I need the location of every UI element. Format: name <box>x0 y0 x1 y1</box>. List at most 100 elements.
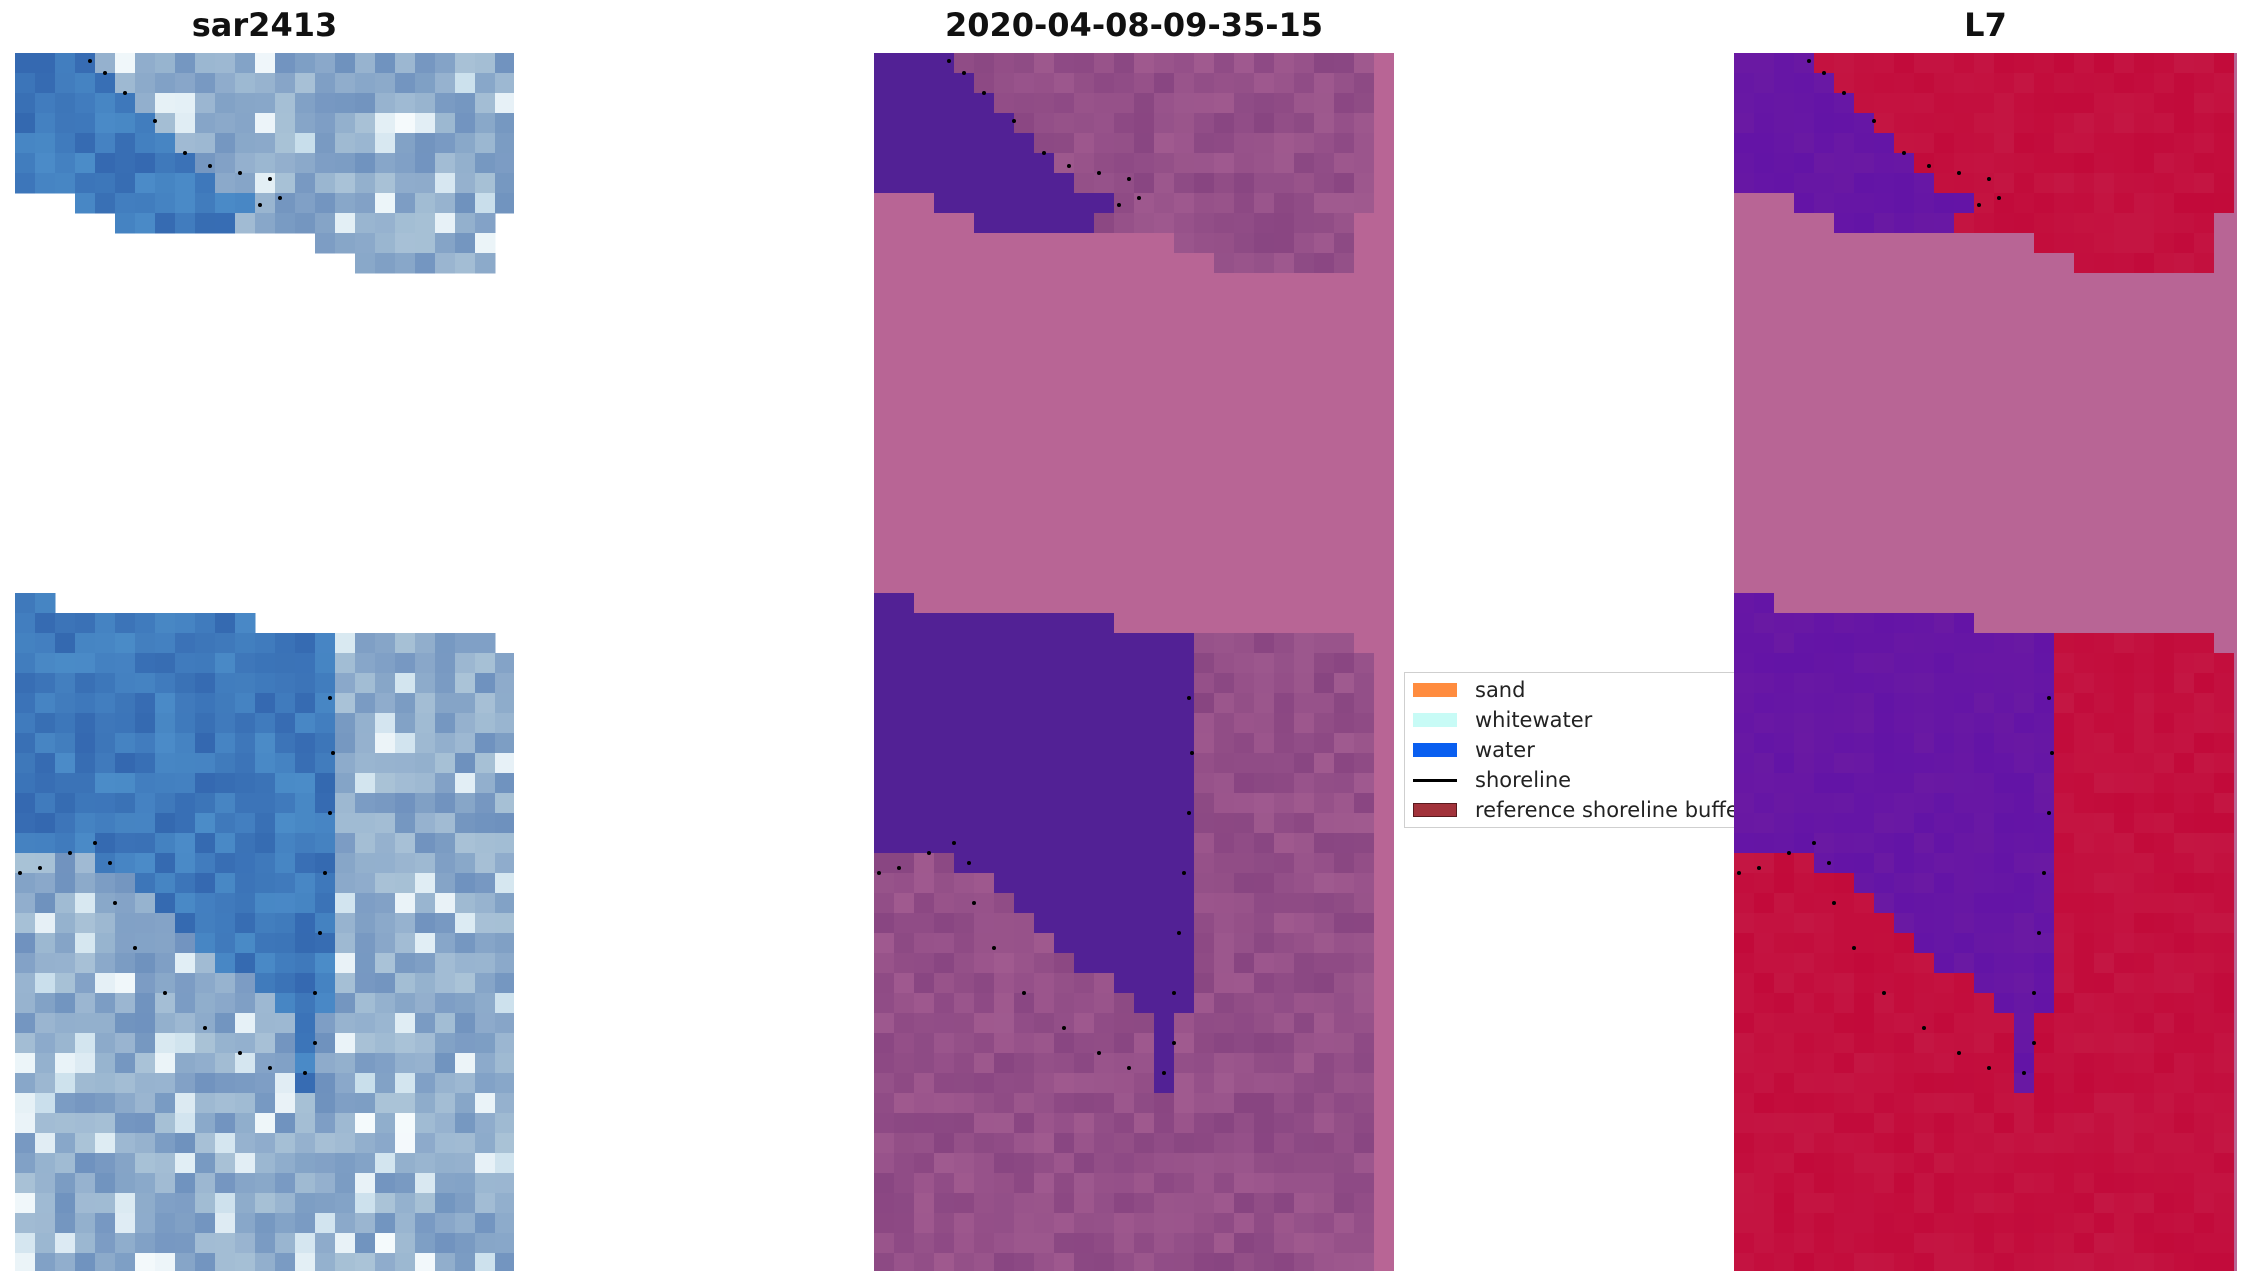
image-pixel <box>35 893 56 914</box>
image-pixel <box>435 993 456 1014</box>
image-pixel <box>1334 533 1355 554</box>
image-pixel <box>2114 793 2135 814</box>
image-pixel <box>2154 553 2175 574</box>
image-pixel <box>1014 1193 1035 1214</box>
image-pixel <box>1134 433 1155 454</box>
image-pixel <box>15 1073 36 1094</box>
image-pixel <box>375 1213 396 1234</box>
image-pixel <box>15 1193 36 1214</box>
image-pixel <box>215 1073 236 1094</box>
image-pixel <box>155 133 176 154</box>
image-pixel <box>1794 73 1815 94</box>
image-pixel <box>495 1053 514 1074</box>
image-pixel <box>1894 653 1915 674</box>
image-pixel <box>355 113 376 134</box>
image-pixel <box>974 713 995 734</box>
image-pixel <box>1994 1233 2015 1254</box>
shoreline-point <box>1882 991 1886 995</box>
image-pixel <box>255 1153 276 1174</box>
image-pixel <box>335 1153 356 1174</box>
image-pixel <box>315 133 336 154</box>
image-pixel <box>2114 633 2135 654</box>
image-pixel <box>115 1113 136 1134</box>
image-pixel <box>1014 393 1035 414</box>
image-pixel <box>1074 93 1095 114</box>
image-pixel <box>355 693 376 714</box>
image-pixel <box>475 1193 496 1214</box>
image-pixel <box>954 933 975 954</box>
image-pixel <box>115 1173 136 1194</box>
image-pixel <box>2174 93 2195 114</box>
image-pixel <box>1994 1093 2015 1114</box>
image-pixel <box>1774 833 1795 854</box>
image-pixel <box>1194 953 1215 974</box>
image-pixel <box>115 1193 136 1214</box>
image-pixel <box>155 893 176 914</box>
image-pixel <box>395 873 416 894</box>
image-pixel <box>355 813 376 834</box>
image-pixel <box>1794 1053 1815 1074</box>
image-pixel <box>1134 533 1155 554</box>
image-pixel <box>874 753 895 774</box>
image-pixel <box>315 1193 336 1214</box>
image-pixel <box>215 993 236 1014</box>
image-pixel <box>1934 793 1955 814</box>
image-pixel <box>934 1253 955 1271</box>
image-pixel <box>1014 833 1035 854</box>
image-pixel <box>1154 233 1175 254</box>
image-pixel <box>2154 453 2175 474</box>
image-pixel <box>1014 433 1035 454</box>
image-pixel <box>1774 173 1795 194</box>
image-pixel <box>35 793 56 814</box>
image-pixel <box>1074 113 1095 134</box>
image-pixel <box>2154 633 2175 654</box>
image-pixel <box>1034 553 1055 574</box>
image-pixel <box>2054 193 2075 214</box>
image-pixel <box>1934 453 1955 474</box>
image-pixel <box>435 1013 456 1034</box>
image-pixel <box>1914 853 1935 874</box>
image-pixel <box>1894 1233 1915 1254</box>
image-pixel <box>2094 673 2115 694</box>
image-pixel <box>95 1073 116 1094</box>
image-pixel <box>2114 1053 2135 1074</box>
image-pixel <box>2214 693 2235 714</box>
image-pixel <box>295 773 316 794</box>
shoreline-point <box>113 901 117 905</box>
image-pixel <box>1174 1173 1195 1194</box>
image-pixel <box>1314 393 1335 414</box>
image-pixel <box>974 513 995 534</box>
image-pixel <box>1134 1213 1155 1234</box>
image-pixel <box>375 1153 396 1174</box>
image-pixel <box>435 1033 456 1054</box>
image-pixel <box>1894 833 1915 854</box>
image-pixel <box>894 273 915 294</box>
image-pixel <box>395 653 416 674</box>
image-pixel <box>15 933 36 954</box>
image-pixel <box>2154 153 2175 174</box>
image-pixel <box>1114 393 1135 414</box>
image-pixel <box>1894 313 1915 334</box>
image-pixel <box>1154 353 1175 374</box>
image-pixel <box>1354 1193 1375 1214</box>
image-pixel <box>1894 533 1915 554</box>
image-pixel <box>2094 293 2115 314</box>
image-pixel <box>1314 433 1335 454</box>
image-pixel <box>315 1253 336 1271</box>
image-pixel <box>55 1213 76 1234</box>
image-pixel <box>455 1053 476 1074</box>
image-pixel <box>1354 473 1375 494</box>
image-pixel <box>954 1233 975 1254</box>
image-pixel <box>2094 173 2115 194</box>
image-pixel <box>1094 353 1115 374</box>
image-pixel <box>1734 253 1755 274</box>
image-pixel <box>1074 1133 1095 1154</box>
image-pixel <box>1214 613 1235 634</box>
image-pixel <box>275 893 296 914</box>
image-pixel <box>1214 753 1235 774</box>
image-pixel <box>2134 313 2155 334</box>
image-pixel <box>235 1053 256 1074</box>
image-pixel <box>894 793 915 814</box>
image-pixel <box>1834 1233 1855 1254</box>
image-pixel <box>1274 653 1295 674</box>
